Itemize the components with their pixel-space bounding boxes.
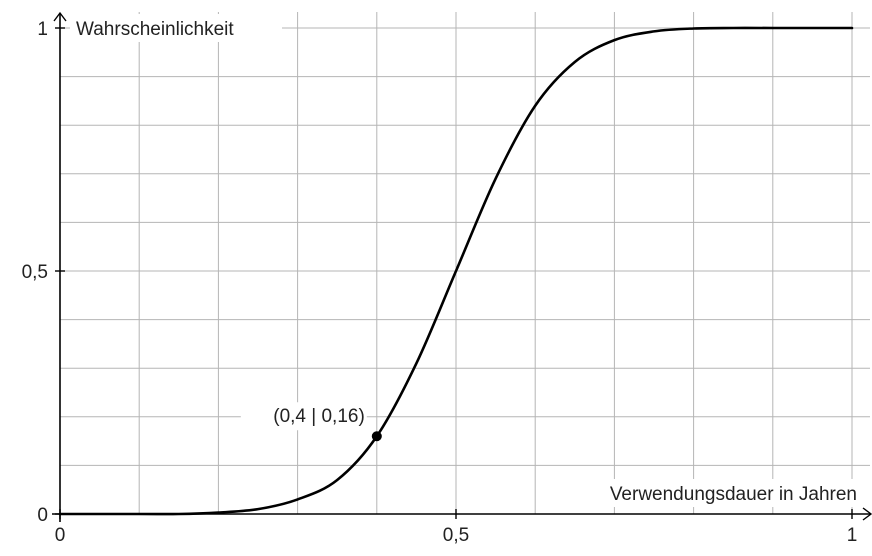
y-tick-label: 1	[37, 19, 48, 40]
x-tick-label: 0,5	[443, 525, 469, 546]
y-axis-label: Wahrscheinlichkeit	[76, 19, 234, 40]
annotation-label: (0,4 | 0,16)	[273, 406, 365, 427]
y-axis-label-background	[70, 14, 282, 42]
y-tick-label: 0	[37, 505, 48, 526]
x-axis-label: Verwendungsdauer in Jahren	[610, 484, 857, 505]
annotated-point	[371, 431, 382, 442]
annotation-label-background	[240, 402, 367, 431]
axis-labels: Wahrscheinlichkeit Verwendungsdauer in J…	[70, 14, 862, 507]
ticks: 0 0,5 1 0 0,5 1	[22, 19, 858, 546]
y-axis-arrow-icon	[53, 11, 67, 22]
x-tick-label: 0	[55, 525, 66, 546]
x-tick-label: 1	[847, 525, 858, 546]
distribution-curve	[58, 26, 854, 516]
series	[58, 26, 854, 516]
x-axis-label-background	[556, 479, 862, 507]
y-tick-label: 0,5	[22, 262, 48, 283]
grid	[60, 12, 870, 514]
annotations: (0,4 | 0,16)	[240, 402, 382, 442]
x-axis-arrow-icon	[862, 507, 872, 521]
axes	[52, 11, 872, 522]
